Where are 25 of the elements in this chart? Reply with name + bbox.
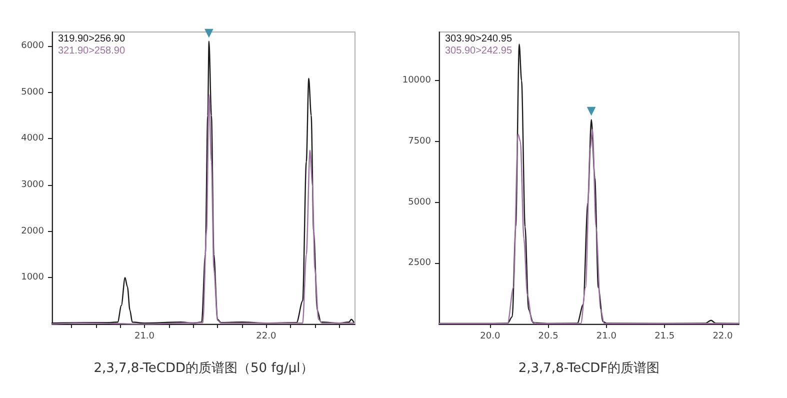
x-tick-label: 22.0 [256, 332, 276, 342]
text: 321.90>258.90 [58, 46, 126, 56]
y-tick-label: 4000 [21, 134, 44, 144]
annotation: ▼ [584, 102, 599, 120]
y-tick-label: 3000 [21, 180, 44, 190]
x-tick-label: 21.0 [134, 332, 155, 342]
y-tick-label: 2500 [408, 258, 432, 268]
x-axis-title: 2,3,7,8-TeCDF的质谱图 [518, 361, 660, 376]
series-label: 303.90>240.95 [445, 34, 512, 44]
y-tick-label: 7500 [408, 136, 432, 146]
y-tick-label: 5000 [408, 197, 432, 208]
x-axis-title: 2,3,7,8-TeCDD的质谱图（50 fg/μl） [94, 361, 314, 376]
y-tick-label: 6000 [21, 40, 44, 51]
annotation: ▼ [202, 24, 216, 42]
y-tick-label: 2000 [21, 226, 44, 236]
x-tick-label: 22.0 [712, 332, 734, 342]
y-tick-label: 10000 [402, 76, 432, 86]
y-tick-label: 1000 [21, 272, 44, 283]
text: 305.90>242.95 [445, 46, 512, 56]
x-tick-label: 21.5 [654, 332, 675, 342]
x-tick-label: 20.0 [480, 332, 500, 342]
y-tick-label: 5000 [21, 87, 44, 98]
x-tick-label: 21.0 [596, 332, 617, 342]
x-tick-label: 20.5 [538, 332, 558, 342]
text: 319.90>256.90 [58, 34, 126, 44]
